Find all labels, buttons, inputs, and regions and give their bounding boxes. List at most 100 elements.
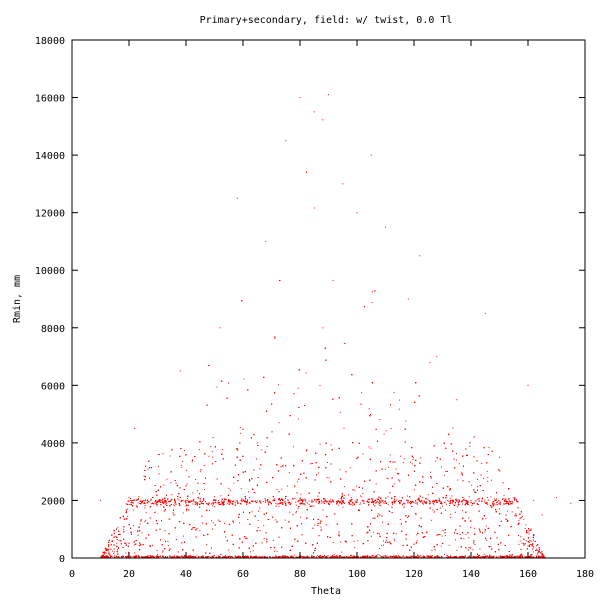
data-point [537, 550, 539, 551]
data-point [265, 240, 267, 242]
data-point [453, 556, 454, 558]
data-point [252, 556, 254, 558]
data-point [233, 521, 234, 523]
data-point [392, 503, 393, 505]
data-point [239, 503, 241, 505]
data-point [257, 500, 258, 502]
data-point [431, 556, 433, 558]
data-point [213, 496, 215, 498]
data-point [522, 516, 523, 518]
data-point [186, 483, 188, 485]
data-point [269, 556, 271, 558]
data-point [192, 492, 194, 494]
data-point [258, 510, 259, 512]
data-point [490, 556, 492, 558]
data-point [164, 498, 165, 500]
data-point [212, 505, 214, 507]
data-point [540, 552, 542, 554]
data-point [440, 545, 442, 547]
data-point [445, 503, 447, 505]
data-point [126, 510, 127, 512]
data-point [474, 544, 476, 545]
data-point [162, 453, 164, 455]
data-point [484, 531, 486, 533]
data-point [448, 544, 450, 546]
data-point [332, 279, 334, 281]
data-point [340, 499, 342, 501]
data-point [335, 555, 337, 557]
data-point [299, 97, 301, 99]
data-point [409, 502, 410, 504]
data-point [173, 504, 175, 506]
data-point [202, 499, 204, 500]
data-point [391, 555, 393, 557]
data-point [541, 550, 543, 552]
data-point [517, 556, 519, 558]
data-point [477, 486, 479, 488]
data-point [381, 545, 383, 547]
data-point [266, 446, 268, 447]
data-point [399, 502, 401, 504]
data-point [240, 556, 242, 558]
data-point [396, 473, 398, 474]
data-point [406, 517, 408, 519]
data-point [498, 500, 499, 502]
data-point [150, 503, 152, 505]
data-point [211, 451, 213, 453]
data-point [399, 399, 401, 401]
data-point [132, 509, 134, 511]
data-point [295, 504, 297, 506]
data-point [297, 556, 299, 558]
data-point [174, 505, 176, 507]
data-point [361, 500, 363, 502]
data-point [487, 476, 489, 478]
data-point [103, 553, 105, 555]
data-point [524, 556, 526, 557]
data-point [535, 556, 537, 558]
data-point [249, 496, 250, 498]
data-point [161, 502, 163, 504]
data-point [464, 554, 466, 556]
data-point [438, 497, 440, 499]
data-point [158, 473, 160, 475]
data-point [186, 510, 187, 512]
data-point [375, 483, 377, 485]
data-point [145, 512, 147, 514]
data-point [401, 556, 403, 558]
data-point [436, 556, 438, 558]
data-point [315, 499, 317, 501]
data-point [339, 501, 341, 503]
data-point [370, 447, 372, 449]
data-point [514, 515, 516, 517]
data-point [412, 459, 414, 461]
data-point [489, 556, 490, 558]
data-point [379, 502, 381, 504]
data-point [134, 428, 136, 429]
data-point [134, 552, 136, 554]
data-point [477, 498, 479, 500]
data-point [436, 356, 438, 358]
data-point [132, 555, 134, 557]
data-point [499, 470, 501, 472]
data-point [108, 548, 110, 550]
data-point [353, 540, 355, 542]
data-point [395, 533, 397, 535]
data-point [411, 463, 413, 465]
data-point [300, 493, 302, 495]
data-point [199, 471, 201, 473]
data-point [225, 499, 227, 501]
data-point [525, 543, 526, 545]
data-point [138, 530, 140, 532]
data-point [212, 437, 214, 438]
data-point [182, 499, 184, 501]
data-point [278, 505, 280, 507]
data-point [433, 504, 435, 506]
data-point [157, 454, 159, 456]
data-point [517, 501, 519, 503]
data-point [314, 524, 316, 526]
data-point [451, 495, 453, 497]
data-point [237, 449, 239, 451]
data-point [181, 466, 183, 468]
data-point [379, 548, 380, 549]
data-point [117, 548, 119, 549]
